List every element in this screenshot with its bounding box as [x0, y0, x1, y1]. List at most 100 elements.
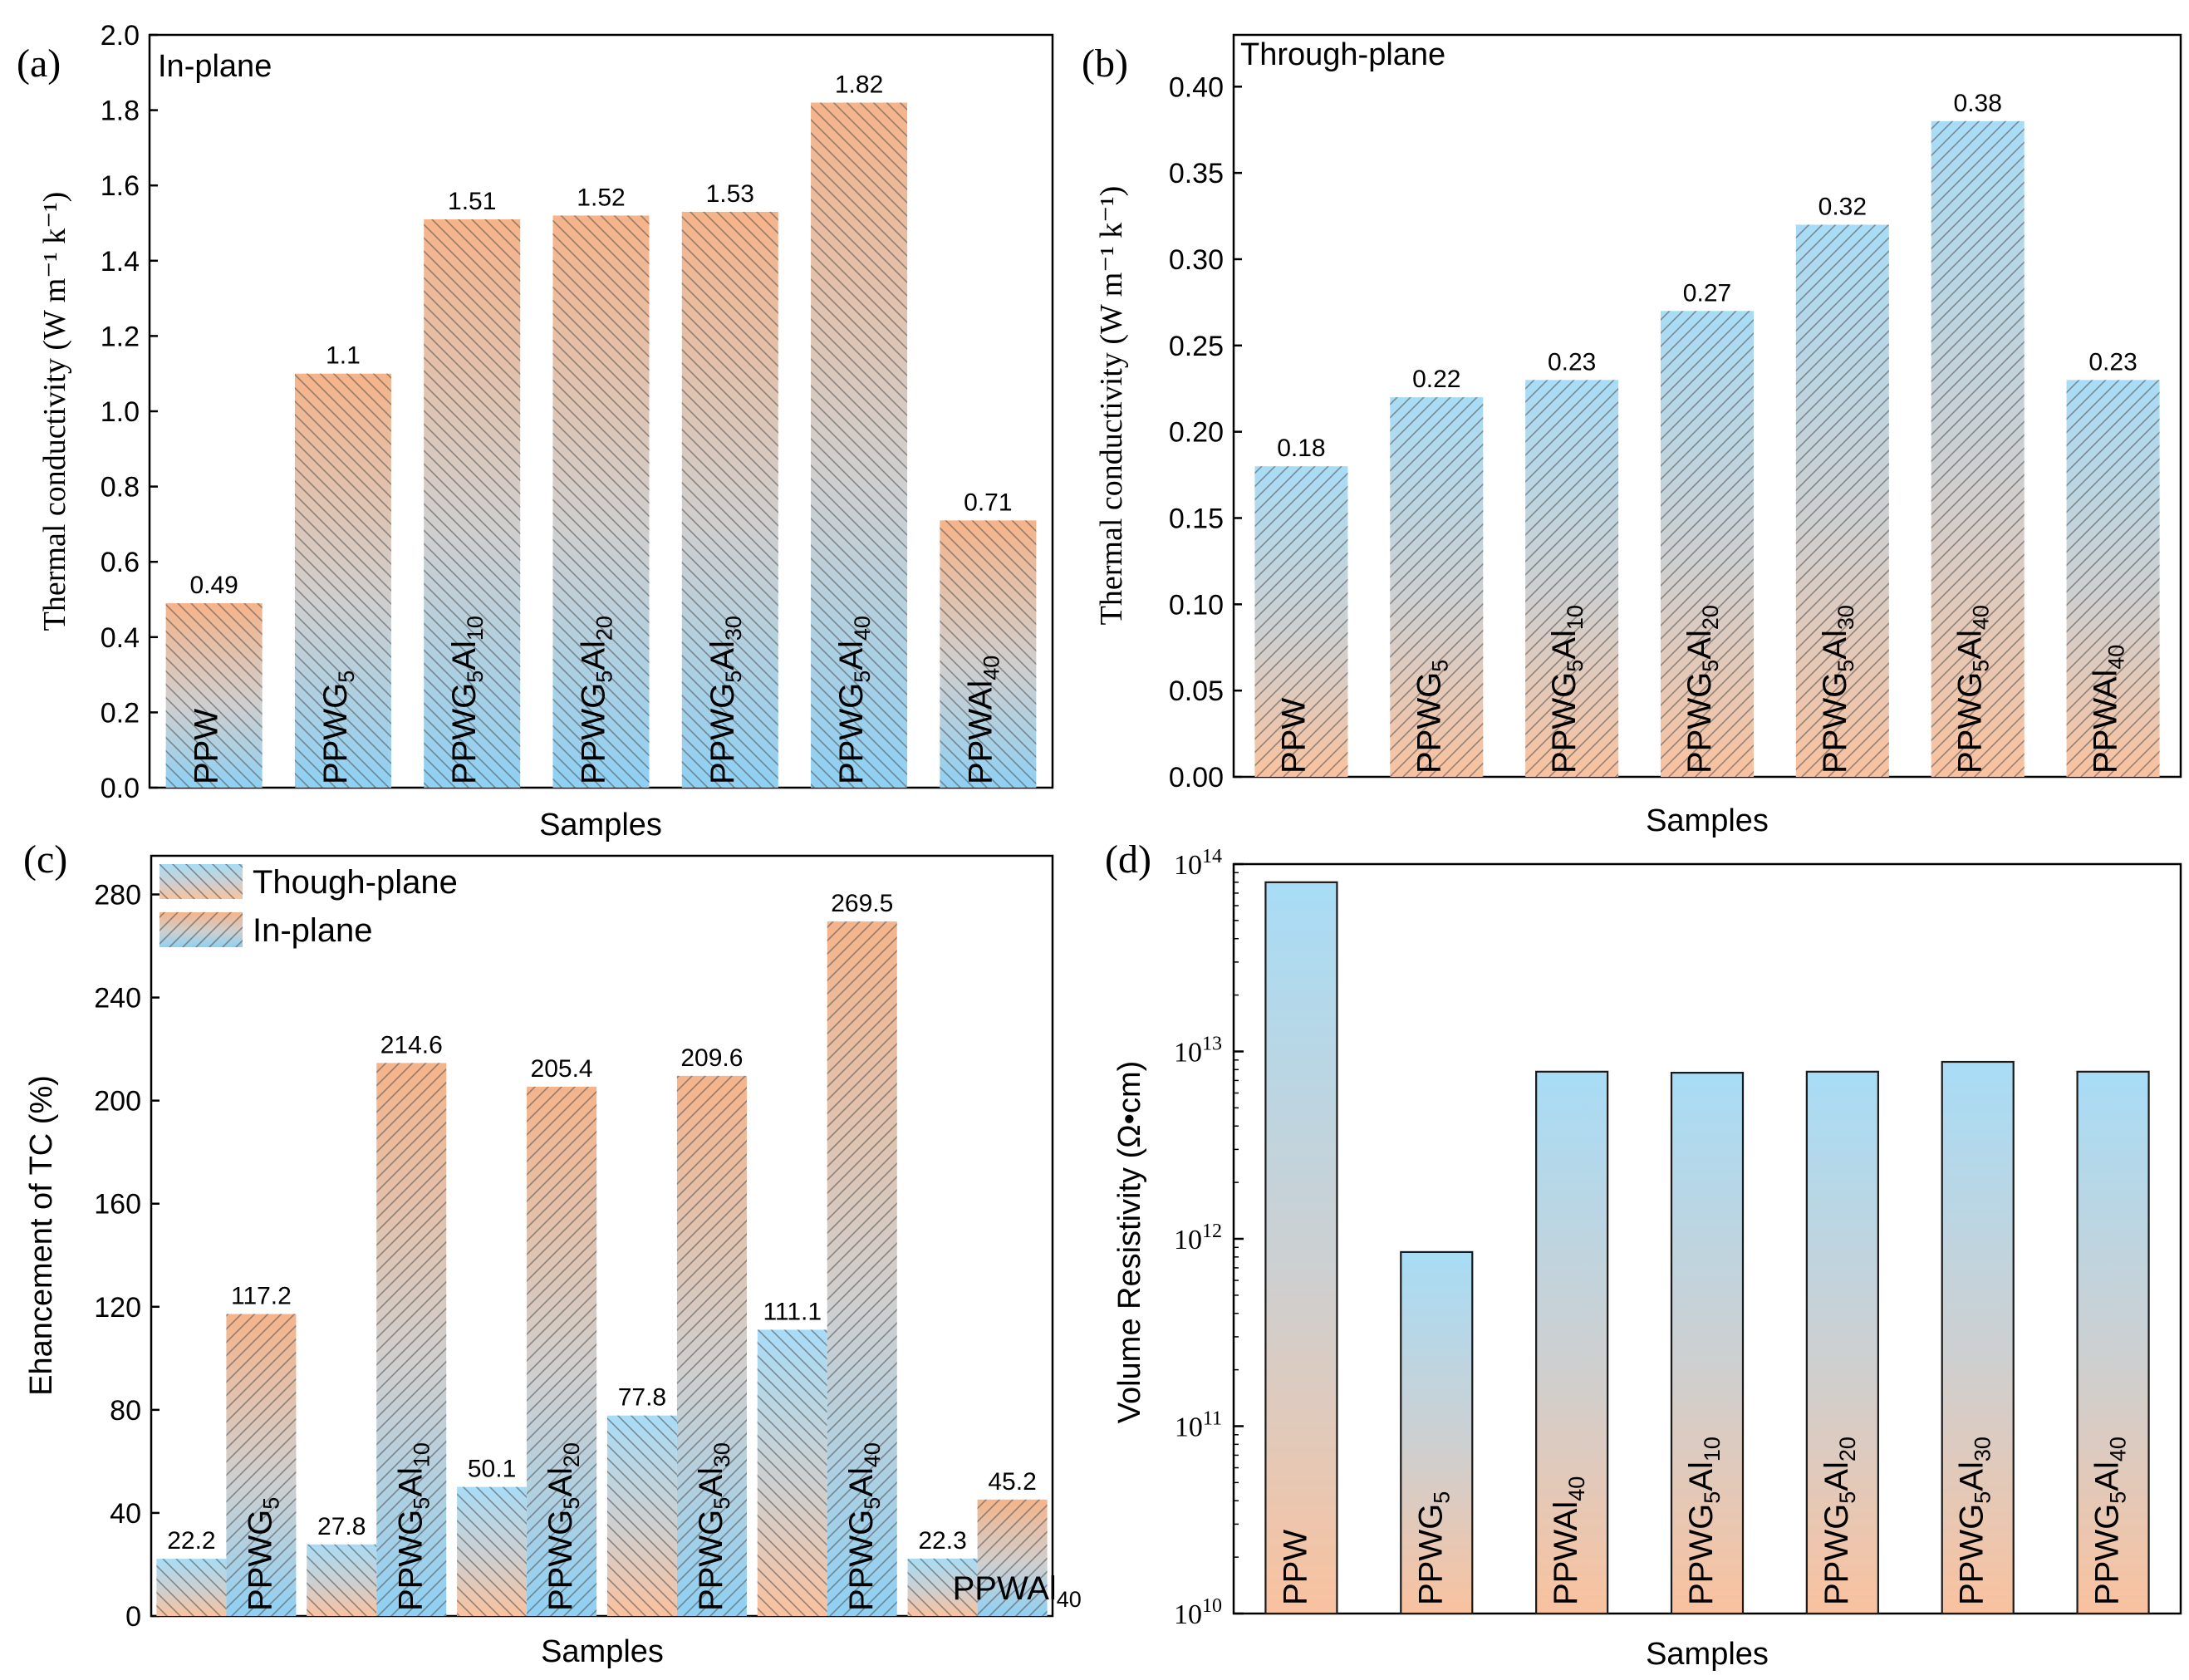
panel-c-y-tick-label: 40	[110, 1498, 141, 1530]
panel-b-data-label: 0.23	[2088, 348, 2137, 376]
panel-c-bar-in-plane-hatch	[376, 1063, 447, 1616]
panel-c-category-label: PPWG5	[242, 1497, 283, 1611]
panel-d-bar	[1805, 1070, 1879, 1615]
panel-d-y-tick-label: 1011	[1175, 1408, 1222, 1443]
panel-b-data-label: 0.22	[1412, 366, 1460, 393]
panel-c-bar-though-plane-hatch	[757, 1329, 827, 1616]
panel-b-data-label: 0.38	[1954, 90, 2002, 117]
panel-b-y-tick-label: 0.20	[1169, 417, 1224, 449]
panel-c-x-axis-title: Samples	[541, 1634, 664, 1669]
panel-a-category-label: PPWG5Al10	[446, 616, 488, 784]
panel-b-category-label: PPWG5	[1411, 660, 1452, 774]
panel-c-data-label-though-plane: 50.1	[468, 1456, 516, 1483]
panel-d-chart: (d) 1010 1011 1012 1013 1014 PPW PPWG5 PPWAl40…	[1105, 838, 2182, 1672]
panel-b-y-tick-label: 0.00	[1169, 762, 1224, 793]
legend-label-though-plane: Though-plane	[253, 864, 458, 901]
panel-a-data-label: 1.1	[326, 342, 361, 370]
panel-b-y-tick-label: 0.40	[1169, 71, 1224, 103]
panel-a-y-tick-label: 0.6	[101, 547, 140, 578]
panel-c-category-label: PPWG5Al30	[693, 1442, 734, 1611]
panel-c-category-label: PPWG5Al20	[542, 1442, 584, 1611]
panel-c-bar-though-plane-hatch	[156, 1559, 227, 1616]
panel-a-y-tick-label: 0.0	[101, 773, 140, 804]
panel-a-bar-hatch	[424, 219, 521, 788]
panel-b-category-label: PPWAl40	[2088, 645, 2129, 774]
panel-c-data-label-in-plane: 269.5	[831, 890, 893, 917]
panel-b-category-label: PPWG5Al20	[1681, 605, 1723, 774]
panel-b-x-axis-title: Samples	[1646, 803, 1769, 838]
panel-a-y-tick-label: 0.2	[101, 697, 140, 729]
panel-a-bar-hatch	[294, 373, 391, 788]
legend-hatch-in-plane	[160, 912, 243, 947]
panel-b-tag: (b)	[1082, 42, 1128, 86]
panel-b-y-tick-label: 0.15	[1169, 503, 1224, 534]
panel-c-bar-in-plane-hatch	[676, 1075, 747, 1616]
panel-c-bar-though-plane-hatch	[907, 1558, 978, 1616]
panel-c-bar-though-plane-hatch	[307, 1544, 377, 1616]
panel-a-y-tick-label: 1.6	[101, 170, 140, 202]
panel-c-y-tick-label: 160	[94, 1189, 141, 1221]
panel-d-y-axis-title: Volume Resistivity (Ω•cm)	[1112, 1061, 1147, 1424]
panel-a-y-tick-label: 1.8	[101, 96, 140, 127]
panel-d-category-label: PPWG5Al10	[1683, 1437, 1725, 1605]
panel-c-y-axis: 0 40 80 120 160 200 240 280	[94, 880, 160, 1633]
panel-a-y-tick-label: 1.0	[101, 396, 140, 428]
panel-d-bars: PPW PPWG5 PPWAl40 PPWG5Al10 PPWG5Al20 PPWG5Al…	[1264, 881, 2150, 1615]
panel-b-bar-hatch	[1661, 311, 1754, 778]
panel-b-data-label: 0.23	[1548, 348, 1596, 376]
panel-c-y-tick-label: 280	[94, 880, 141, 911]
panel-c-data-label-in-plane: 205.4	[531, 1055, 593, 1083]
panel-c-y-axis-title: Ehancement of TC (%)	[24, 1075, 59, 1396]
panel-a-data-label: 0.71	[964, 489, 1012, 516]
panel-a-category-label: PPWAl40	[962, 656, 1004, 784]
panel-b-bar-hatch	[1931, 120, 2025, 777]
panel-a-x-axis-title: Samples	[539, 808, 662, 842]
panel-c-data-label-though-plane: 22.3	[918, 1527, 966, 1555]
panel-d-x-axis-title: Samples	[1646, 1637, 1769, 1672]
panel-a-bars: 0.49 PPW 1.1 PPWG5 1.51 PPWG5Al10 1.52 PPWG5Al2…	[165, 71, 1037, 788]
panel-d-category-label: PPWG5Al30	[1954, 1437, 1995, 1605]
panel-d-category-label: PPWG5Al20	[1818, 1437, 1860, 1605]
panel-a-category-label: PPW	[189, 709, 225, 784]
panel-d-category-label: PPWG5	[1412, 1491, 1454, 1605]
panel-b-bar-hatch	[1795, 224, 1889, 777]
panel-c-data-label-in-plane: 45.2	[988, 1468, 1036, 1496]
panel-c-y-tick-label: 200	[94, 1086, 141, 1118]
panel-a-y-tick-label: 0.8	[101, 472, 140, 504]
panel-b-data-label: 0.32	[1818, 193, 1867, 220]
panel-d-tag: (d)	[1105, 838, 1151, 882]
legend-label-in-plane: In-plane	[253, 912, 373, 949]
panel-a-y-axis: 0.0 0.2 0.4 0.6 0.8 1.0 1.2 1.4 1.6 1.8 2.0	[101, 20, 158, 804]
panel-d-bar	[1941, 1060, 2015, 1615]
panel-a-y-tick-label: 0.4	[101, 622, 140, 654]
panel-c-y-tick-label: 80	[110, 1395, 141, 1427]
panel-a-tag: (a)	[17, 42, 61, 86]
panel-a-data-label: 1.51	[448, 188, 496, 215]
panel-b-y-tick-label: 0.30	[1169, 244, 1224, 276]
panel-b-y-tick-label: 0.35	[1169, 158, 1224, 189]
panel-d-y-tick-label: 1013	[1174, 1034, 1222, 1068]
panel-a-category-label: PPWG5Al20	[576, 616, 617, 784]
panel-d-bar	[1670, 1071, 1745, 1615]
panel-b-category-label: PPWG5Al30	[1817, 605, 1858, 774]
panel-c-data-label-though-plane: 77.8	[618, 1384, 666, 1412]
panel-a-corner-label: In-plane	[158, 49, 272, 84]
panel-c-bar-though-plane-hatch	[457, 1486, 528, 1616]
panel-d-bar	[1400, 1250, 1474, 1615]
panel-c-bar-in-plane-hatch	[527, 1086, 597, 1616]
panel-c-data-label-in-plane: 209.6	[680, 1044, 743, 1072]
panel-a-chart: (a) In-plane 0.0 0.2 0.4 0.6 0.8 1.0 1.2 1.4 1.6…	[17, 20, 1054, 842]
panel-a-y-axis-title: Thermal conductivity (W m⁻¹ k⁻¹)	[37, 192, 72, 631]
panel-a-bar-hatch	[165, 603, 263, 788]
panel-b-corner-label: Through-plane	[1240, 37, 1445, 72]
panel-d-category-label: PPWG5Al40	[2089, 1437, 2131, 1605]
panel-c-bar-in-plane-hatch	[827, 921, 897, 1616]
panel-b-category-label: PPWG5Al40	[1952, 605, 1994, 774]
panel-a-y-tick-label: 2.0	[101, 20, 140, 52]
panel-b-y-tick-label: 0.25	[1169, 331, 1224, 362]
panel-c-y-tick-label: 120	[94, 1292, 141, 1324]
panel-c-category-label: PPWG5Al40	[843, 1442, 885, 1611]
panel-a-category-label: PPWG5Al40	[833, 616, 875, 784]
panel-b-category-label: PPW	[1275, 698, 1312, 774]
panel-b-bar-hatch	[2066, 380, 2160, 777]
